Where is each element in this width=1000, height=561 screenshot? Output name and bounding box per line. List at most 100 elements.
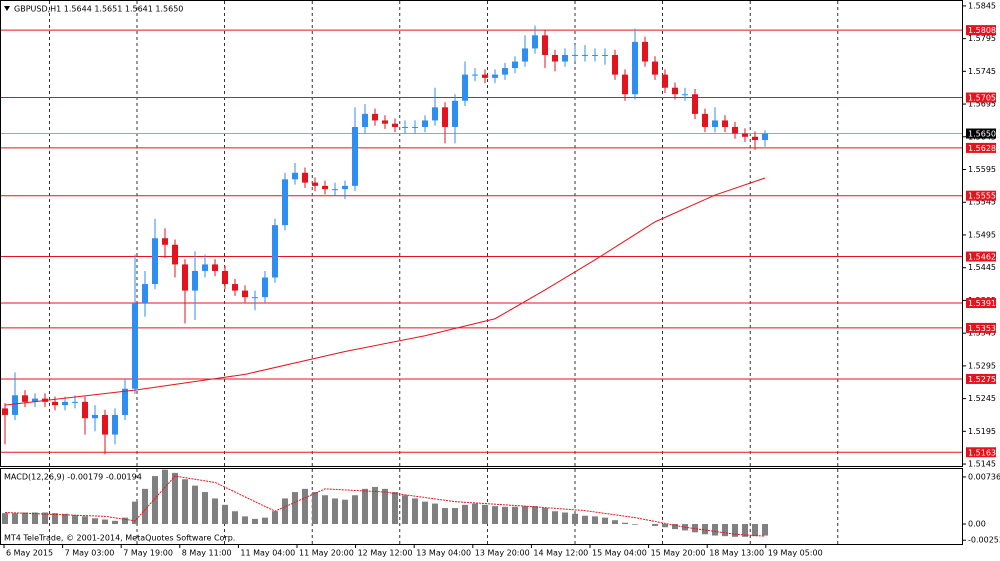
macd-bar <box>232 511 238 525</box>
candle-body <box>462 74 468 101</box>
x-tick-label: 6 May 2015 <box>6 549 53 558</box>
level-label: 1.5163 <box>968 448 996 457</box>
candle-body <box>92 414 98 419</box>
x-tick-label: 19 May 05:00 <box>768 549 823 558</box>
candle-body <box>762 133 768 141</box>
macd-title: MACD(12,26,9) -0.00179 -0.00194 <box>4 473 142 482</box>
macd-bar <box>2 513 8 525</box>
macd-bar <box>432 503 438 525</box>
level-label: 1.5555 <box>968 192 996 201</box>
macd-panel-frame <box>0 468 963 545</box>
macd-bar <box>132 501 138 525</box>
macd-bar <box>592 516 598 525</box>
candle-body <box>632 41 638 95</box>
x-tick-label: 11 May 20:00 <box>299 549 354 558</box>
candle-body <box>332 189 338 191</box>
candle-body <box>412 126 418 128</box>
macd-bar <box>422 501 428 525</box>
candle-body <box>72 401 78 403</box>
moving-average <box>4 177 766 406</box>
candle-body <box>512 61 518 69</box>
macd-bar <box>352 495 358 525</box>
macd-bar <box>602 517 608 525</box>
y-tick-label: 1.5795 <box>968 34 996 43</box>
candle-body <box>662 74 668 88</box>
macd-bar <box>332 498 338 525</box>
level-label: 1.5628 <box>968 144 996 153</box>
macd-bar <box>82 516 88 525</box>
candle-body <box>262 277 268 298</box>
level-tag <box>966 251 996 262</box>
candle-body <box>192 270 198 291</box>
candle-body <box>672 87 678 95</box>
candle-body <box>142 284 148 304</box>
x-tick-label: 13 May 04:00 <box>416 549 471 558</box>
level-label: 1.5275 <box>968 375 996 384</box>
candle-body <box>232 284 238 291</box>
candle-body <box>62 401 68 406</box>
candle-body <box>402 126 408 128</box>
macd-bar <box>612 520 618 525</box>
macd-bar <box>402 495 408 525</box>
macd-signal <box>4 475 766 537</box>
macd-bar <box>162 469 168 525</box>
candle-body <box>272 225 278 278</box>
candle-body <box>482 74 488 78</box>
candle-body <box>182 264 188 291</box>
candle-body <box>202 264 208 271</box>
macd-bar <box>552 511 558 525</box>
candle-body <box>122 388 128 415</box>
candle-body <box>352 126 358 186</box>
macd-bar <box>362 488 368 525</box>
candle-body <box>602 54 608 56</box>
candle-body <box>162 238 168 245</box>
macd-bar <box>12 513 18 525</box>
level-label: 1.5353 <box>968 324 996 333</box>
macd-bar <box>652 524 658 526</box>
macd-bar <box>262 517 268 525</box>
macd-bar <box>172 472 178 525</box>
macd-bar <box>532 506 538 525</box>
candle-body <box>222 270 228 285</box>
macd-bar <box>192 485 198 525</box>
x-tick-label: 7 May 03:00 <box>65 549 115 558</box>
candle-body <box>12 395 18 415</box>
candle-body <box>372 113 378 121</box>
candle-body <box>422 120 428 127</box>
macd-bar <box>492 506 498 525</box>
macd-bar <box>152 476 158 525</box>
x-tick-label: 11 May 04:00 <box>240 549 295 558</box>
current-price-tag <box>966 128 996 139</box>
candle-body <box>212 264 218 271</box>
candle-body <box>132 303 138 389</box>
macd-bar <box>102 519 108 525</box>
level-tag <box>966 25 996 36</box>
macd-bar <box>42 512 48 525</box>
macd-bar <box>512 506 518 525</box>
macd-bar <box>732 524 738 537</box>
candle-body <box>2 408 8 415</box>
level-tag <box>966 298 996 309</box>
macd-bar <box>252 518 258 525</box>
macd-bar <box>272 511 278 525</box>
macd-bar <box>222 504 228 525</box>
macd-bar <box>202 492 208 525</box>
candle-body <box>522 48 528 62</box>
macd-bar <box>522 506 528 525</box>
macd-bar <box>472 503 478 525</box>
macd-bar <box>122 517 128 525</box>
macd-bar <box>182 479 188 525</box>
candle-body <box>642 41 648 62</box>
level-label: 1.5391 <box>968 299 996 308</box>
candle-body <box>472 74 478 76</box>
macd-bar <box>302 488 308 525</box>
candle-body <box>492 74 498 78</box>
candle-body <box>532 35 538 49</box>
candle-body <box>382 120 388 124</box>
macd-bar <box>712 524 718 536</box>
candle-body <box>52 401 58 406</box>
candle-body <box>452 100 458 127</box>
macd-bar <box>702 524 708 535</box>
level-tag <box>966 142 996 153</box>
